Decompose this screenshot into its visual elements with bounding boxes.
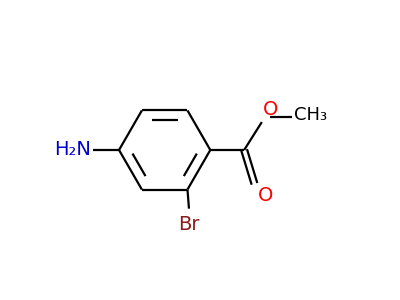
Text: O: O [258,186,273,205]
Text: O: O [263,100,279,119]
Text: Br: Br [178,214,200,234]
Text: CH₃: CH₃ [294,106,327,124]
Text: H₂N: H₂N [54,140,91,160]
